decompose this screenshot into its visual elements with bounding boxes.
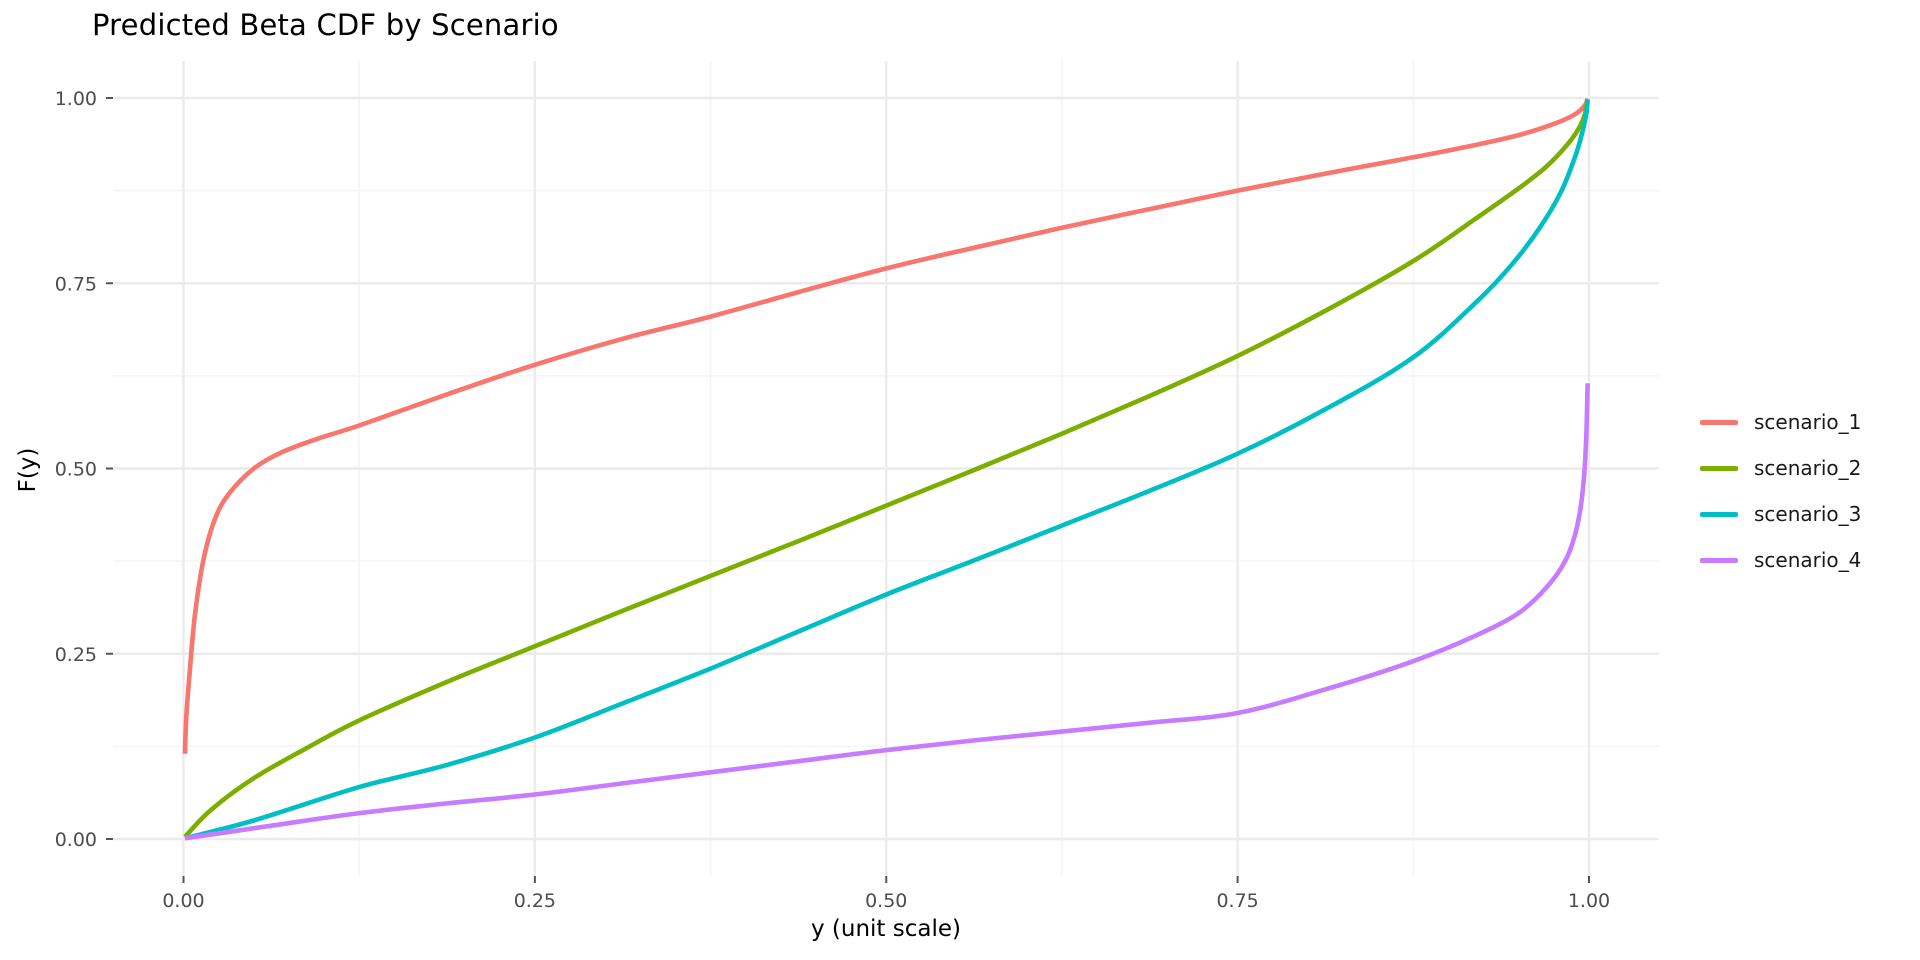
y-tick-label: 0.75 [55,273,97,295]
legend-label: scenario_1 [1754,410,1862,434]
x-tick-label: 0.50 [865,890,907,912]
legend-key-line-scenario_4 [1700,557,1738,563]
series-lines [182,97,1590,841]
y-tick-label: 1.00 [55,88,97,110]
legend: scenario_1 scenario_2 scenario_3 scenario_4 [1700,399,1861,583]
legend-item-scenario_1: scenario_1 [1700,399,1861,445]
series-line-scenario_3 [184,99,1590,841]
x-tick-label: 0.25 [514,890,556,912]
x-tick-label: 0.00 [162,890,204,912]
y-tick-label: 0.00 [55,829,97,851]
x-tick-label: 0.75 [1216,890,1258,912]
axis-tick-marks [106,97,1590,883]
legend-item-scenario_4: scenario_4 [1700,537,1861,583]
series-line-scenario_4 [184,383,1590,841]
y-axis-title: F(y) [15,447,41,493]
major-gridlines [113,61,1659,876]
legend-key-line-scenario_3 [1700,511,1738,517]
legend-item-scenario_2: scenario_2 [1700,445,1861,491]
series-line-scenario_1 [182,97,1590,754]
x-axis-title: y (unit scale) [810,916,961,942]
legend-key-line-scenario_2 [1700,465,1738,471]
x-tick-label: 1.00 [1568,890,1610,912]
plot-title: Predicted Beta CDF by Scenario [92,8,559,42]
legend-label: scenario_3 [1754,502,1862,526]
y-tick-label: 0.25 [55,644,97,666]
legend-item-scenario_3: scenario_3 [1700,491,1861,537]
series-line-scenario_2 [183,99,1590,839]
tick-labels: 0.00 0.25 0.50 0.75 1.00 0.00 0.25 0.50 0.75 1.00 [55,88,1610,912]
legend-label: scenario_2 [1754,456,1862,480]
y-tick-label: 0.50 [55,459,97,481]
legend-key-line-scenario_1 [1700,419,1738,425]
legend-label: scenario_4 [1754,548,1862,572]
